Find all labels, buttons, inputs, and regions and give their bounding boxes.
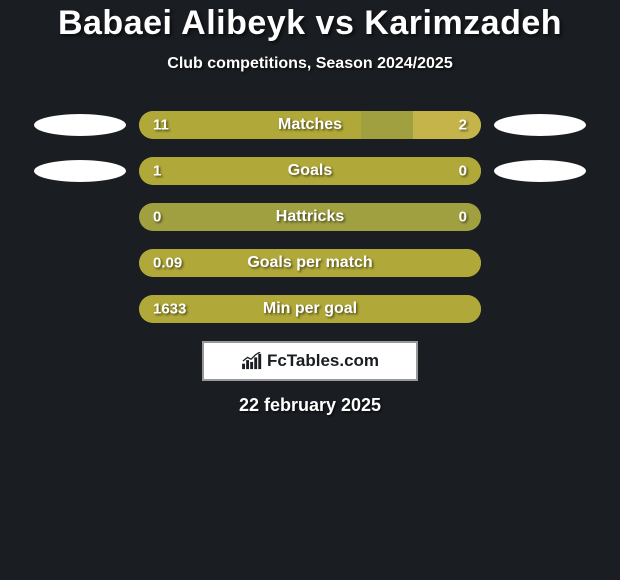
stat-label: Hattricks: [276, 208, 344, 226]
stat-left-value: 0: [153, 209, 161, 226]
stat-label: Min per goal: [263, 300, 357, 318]
stat-left-value: 1633: [153, 301, 186, 318]
branding-badge: FcTables.com: [202, 341, 418, 381]
avatar-placeholder: [490, 295, 590, 323]
avatar-placeholder: [490, 203, 590, 231]
avatar-ellipse: [34, 114, 126, 136]
subtitle: Club competitions, Season 2024/2025: [0, 55, 620, 73]
date-label: 22 february 2025: [0, 395, 620, 416]
player-right-avatar: [490, 157, 590, 185]
stat-left-value: 1: [153, 163, 161, 180]
player-right-avatar: [490, 111, 590, 139]
stat-label: Goals per match: [247, 254, 372, 272]
avatar-ellipse: [494, 160, 586, 182]
player-left-avatar: [30, 111, 130, 139]
bar-right-fill: [413, 111, 481, 139]
stat-left-value: 0.09: [153, 255, 182, 272]
avatar-placeholder: [30, 295, 130, 323]
stat-right-value: 0: [459, 209, 467, 226]
stats-list: 11 Matches 2 1 Goals 0 0 Hattricks 0 0.09 Goals pe…: [0, 111, 620, 323]
stat-bar: 1 Goals 0: [139, 157, 481, 185]
stat-row: 0 Hattricks 0: [0, 203, 620, 231]
comparison-infographic: Babaei Alibeyk vs Karimzadeh Club compet…: [0, 0, 620, 416]
player-left-avatar: [30, 157, 130, 185]
avatar-placeholder: [490, 249, 590, 277]
stat-label: Goals: [288, 162, 332, 180]
avatar-ellipse: [494, 114, 586, 136]
stat-row: 1 Goals 0: [0, 157, 620, 185]
stat-right-value: 0: [459, 163, 467, 180]
stat-row: 0.09 Goals per match: [0, 249, 620, 277]
stat-row: 1633 Min per goal: [0, 295, 620, 323]
avatar-placeholder: [30, 249, 130, 277]
avatar-ellipse: [34, 160, 126, 182]
stat-left-value: 11: [153, 117, 169, 134]
page-title: Babaei Alibeyk vs Karimzadeh: [0, 4, 620, 43]
stat-label: Matches: [278, 116, 342, 134]
bars-chart-icon: [241, 352, 263, 370]
stat-row: 11 Matches 2: [0, 111, 620, 139]
stat-bar: 1633 Min per goal: [139, 295, 481, 323]
stat-bar: 0.09 Goals per match: [139, 249, 481, 277]
avatar-placeholder: [30, 203, 130, 231]
stat-right-value: 2: [459, 117, 467, 134]
stat-bar: 0 Hattricks 0: [139, 203, 481, 231]
stat-bar: 11 Matches 2: [139, 111, 481, 139]
branding-text: FcTables.com: [267, 351, 379, 371]
